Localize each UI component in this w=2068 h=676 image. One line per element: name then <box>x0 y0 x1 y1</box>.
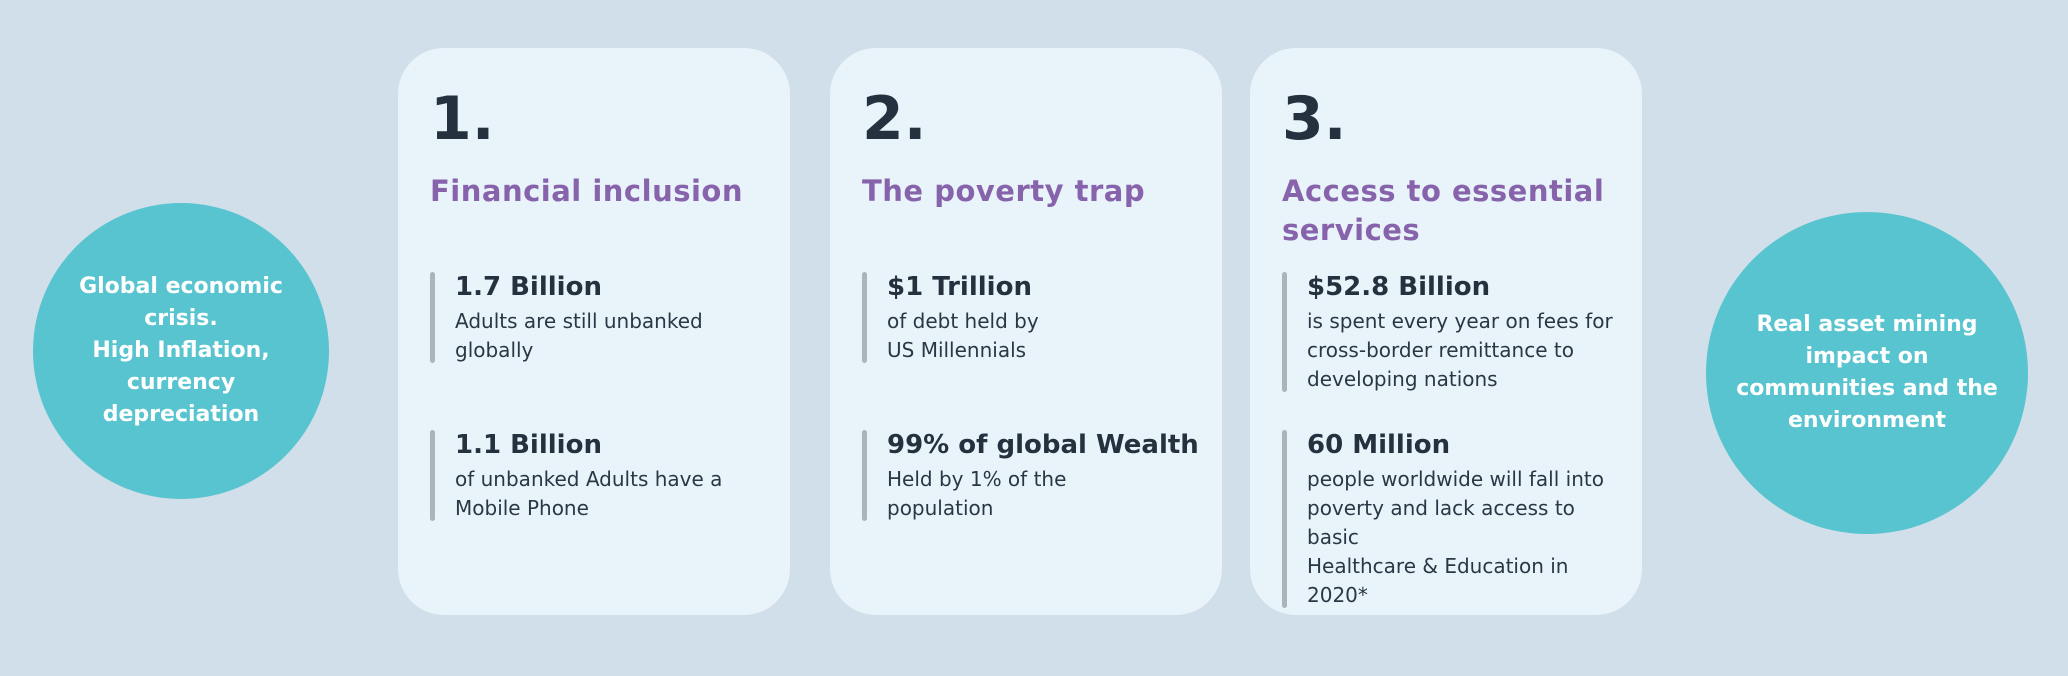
stat-accent-bar <box>430 430 435 521</box>
stat-accent-bar <box>862 430 867 521</box>
right-circle: Real asset mining impact on communities … <box>1706 212 2028 534</box>
card-title: Financial inclusion <box>430 174 743 208</box>
stat-text: $1 Trillion of debt held by US Millennia… <box>887 270 1202 365</box>
stat-description: of unbanked Adults have a Mobile Phone <box>455 467 723 520</box>
card-title: Access to essential services <box>1282 174 1605 248</box>
stat-text: 1.7 Billion Adults are still unbanked gl… <box>455 270 770 365</box>
card-number: 3. <box>1282 84 1347 154</box>
card-financial-inclusion: 1. Financial inclusion 1.7 Billion Adult… <box>398 48 790 615</box>
card-number: 2. <box>862 84 927 154</box>
stat-accent-bar <box>1282 272 1287 392</box>
stat-item: $52.8 Billion is spent every year on fee… <box>1282 270 1622 394</box>
stat-accent-bar <box>430 272 435 363</box>
stat-value: $52.8 Billion <box>1307 272 1491 302</box>
stat-item: $1 Trillion of debt held by US Millennia… <box>862 270 1202 365</box>
stat-accent-bar <box>1282 430 1287 608</box>
stat-item: 99% of global Wealth Held by 1% of the p… <box>862 428 1202 523</box>
stat-item: 1.1 Billion of unbanked Adults have a Mo… <box>430 428 770 523</box>
card-number: 1. <box>430 84 495 154</box>
stat-item: 60 Million people worldwide will fall in… <box>1282 428 1622 610</box>
stat-text: 1.1 Billion of unbanked Adults have a Mo… <box>455 428 770 523</box>
stat-description: Held by 1% of the population <box>887 467 1067 520</box>
card-access-essential-services: 3. Access to essential services $52.8 Bi… <box>1250 48 1642 615</box>
stat-description: of debt held by US Millennials <box>887 309 1039 362</box>
stat-description: is spent every year on fees for cross-bo… <box>1307 309 1613 391</box>
stat-text: 60 Million people worldwide will fall in… <box>1307 428 1622 610</box>
left-circle: Global economic crisis. High Inflation, … <box>33 203 329 499</box>
card-poverty-trap: 2. The poverty trap $1 Trillion of debt … <box>830 48 1222 615</box>
stat-value: 60 Million <box>1307 430 1451 460</box>
stat-text: $52.8 Billion is spent every year on fee… <box>1307 270 1622 394</box>
stat-value: 1.1 Billion <box>455 430 602 460</box>
right-circle-text: Real asset mining impact on communities … <box>1736 312 1998 433</box>
stat-accent-bar <box>862 272 867 363</box>
stat-value: $1 Trillion <box>887 272 1032 302</box>
stat-value: 99% of global Wealth <box>887 430 1199 460</box>
left-circle-text: Global economic crisis. High Inflation, … <box>79 274 283 427</box>
stat-item: 1.7 Billion Adults are still unbanked gl… <box>430 270 770 365</box>
stat-text: 99% of global Wealth Held by 1% of the p… <box>887 428 1202 523</box>
card-title: The poverty trap <box>862 174 1146 208</box>
stat-value: 1.7 Billion <box>455 272 602 302</box>
stat-description: Adults are still unbanked globally <box>455 309 703 362</box>
stat-description: people worldwide will fall into poverty … <box>1307 467 1604 607</box>
